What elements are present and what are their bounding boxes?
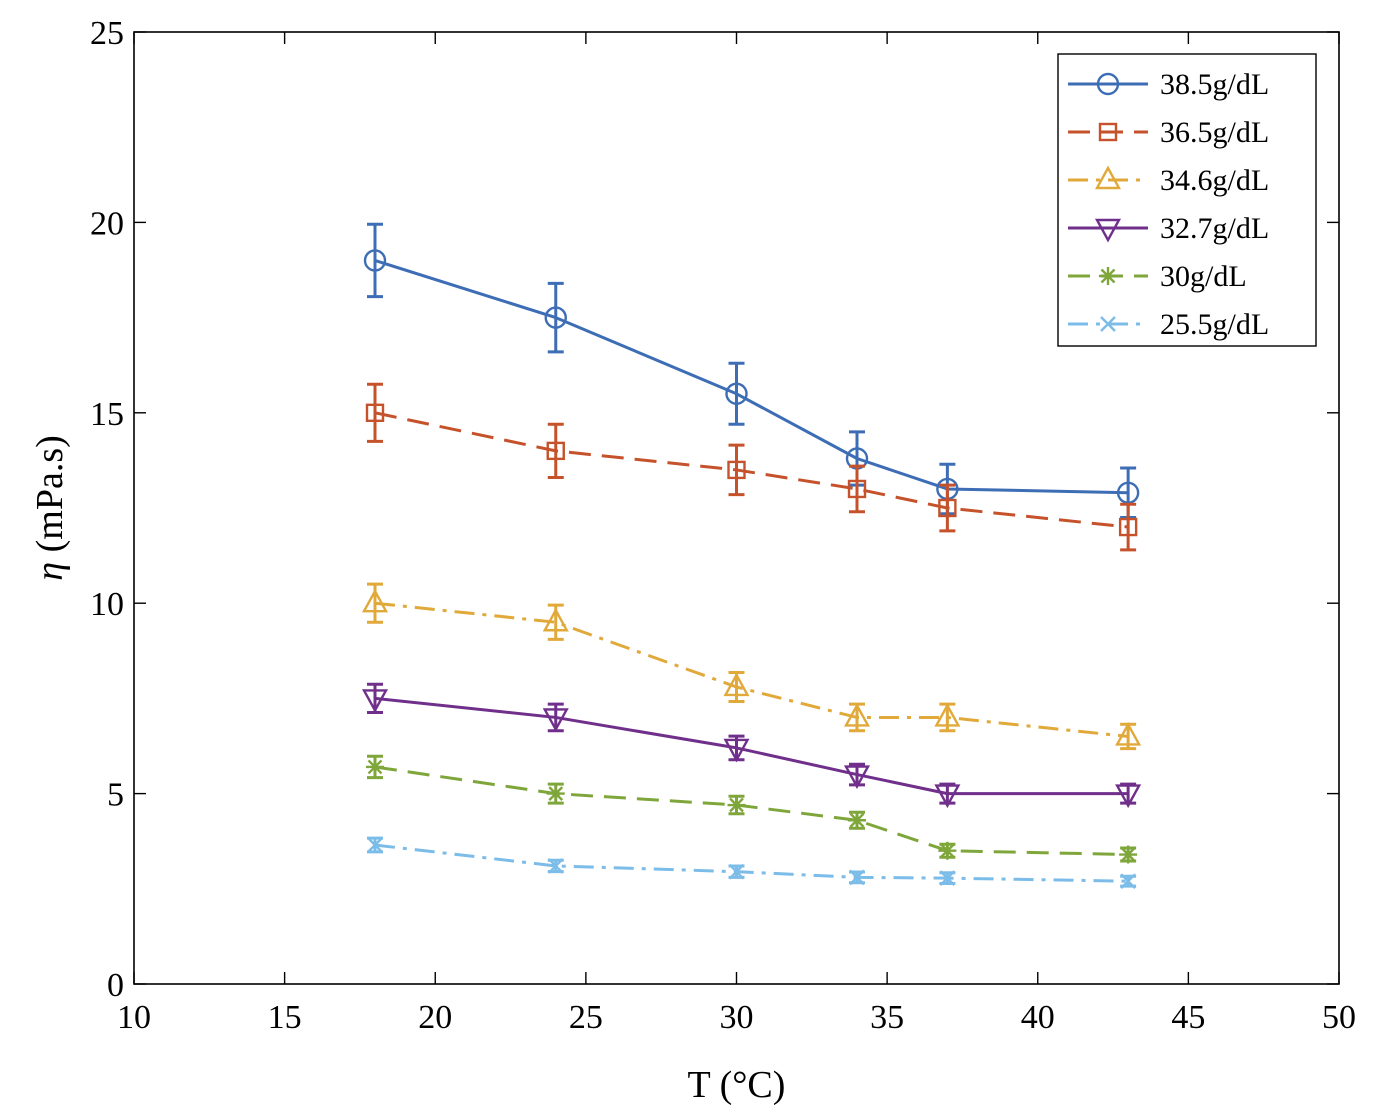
data-point: [1115, 784, 1142, 809]
data-point: [542, 708, 569, 732]
x-tick-label: 45: [1171, 999, 1205, 1036]
error-bar: [367, 222, 383, 299]
legend-marker: [1094, 218, 1122, 243]
error-bar: [367, 382, 383, 443]
data-point: [1120, 873, 1136, 890]
data-point: [1115, 721, 1142, 746]
legend-box: [1057, 53, 1317, 347]
y-axis-symbol: η: [29, 562, 71, 581]
data-point: [725, 382, 748, 405]
series-34.6g/dL: [361, 582, 1142, 751]
series-25.5g/dL: [367, 836, 1137, 890]
data-point: [546, 784, 565, 803]
series-line: [374, 259, 1129, 495]
legend: 38.5g/dL 36.5g/dL 34.6g/dL 32.7g/dL 30g/dL 25…: [1057, 53, 1317, 347]
data-point: [727, 460, 746, 480]
data-point: [723, 738, 750, 763]
error-bar: [849, 464, 865, 514]
x-axis-ticks: 10 15 20 25 30 35 40 45 50: [117, 32, 1356, 1036]
data-point: [847, 479, 867, 499]
data-point: [1118, 517, 1138, 537]
legend-marker: [1099, 267, 1117, 285]
y-axis-ticks: 0 5 10 15 20 25: [90, 15, 1339, 1004]
y-tick-label: 25: [90, 15, 124, 52]
data-point: [934, 702, 961, 727]
series-38.5g/dL: [363, 222, 1140, 520]
legend-label: 25.5g/dL: [1160, 308, 1269, 341]
data-point: [938, 841, 957, 860]
data-point: [542, 607, 569, 632]
error-bar: [939, 483, 956, 533]
y-tick-label: 15: [90, 396, 124, 433]
legend-label: 32.7g/dL: [1160, 212, 1269, 245]
data-point: [361, 588, 389, 613]
x-tick-label: 15: [268, 999, 302, 1036]
data-point: [727, 796, 746, 815]
legend-label: 36.5g/dL: [1160, 116, 1269, 149]
error-bar: [728, 443, 745, 497]
data-point: [547, 858, 564, 874]
x-tick-label: 50: [1322, 999, 1356, 1036]
legend-label: 34.6g/dL: [1160, 164, 1269, 197]
x-tick-label: 10: [117, 999, 151, 1036]
y-tick-label: 5: [107, 777, 124, 814]
series-layer: [361, 222, 1142, 890]
y-tick-label: 0: [107, 967, 124, 1004]
error-bar: [728, 361, 745, 426]
series-line: [374, 411, 1129, 529]
data-point: [849, 869, 865, 886]
series-36.5g/dL: [365, 382, 1138, 552]
data-point: [723, 672, 750, 697]
error-bar: [547, 281, 564, 354]
y-axis-label: η (mPa.s): [29, 435, 71, 581]
legend-marker: [1100, 316, 1116, 332]
x-tick-label: 25: [569, 999, 603, 1036]
y-tick-label: 10: [90, 586, 124, 623]
data-point: [365, 403, 385, 422]
data-point: [366, 757, 384, 776]
error-bar: [547, 422, 564, 480]
y-axis-unit: (mPa.s): [29, 435, 71, 552]
error-bar: [1120, 502, 1137, 552]
series-30g/dL: [366, 754, 1138, 864]
data-point: [939, 870, 956, 886]
data-point: [728, 863, 745, 880]
data-point: [843, 702, 871, 727]
series-line: [374, 843, 1129, 883]
x-tick-label: 20: [418, 999, 452, 1036]
x-tick-label: 40: [1021, 999, 1055, 1036]
data-point: [361, 689, 389, 713]
data-point: [546, 441, 565, 461]
series-line: [374, 601, 1129, 738]
data-point: [934, 784, 961, 809]
series-32.7g/dL: [361, 682, 1142, 809]
legend-label: 38.5g/dL: [1160, 68, 1269, 101]
data-point: [1119, 845, 1138, 864]
legend-marker: [1098, 122, 1118, 142]
legend-marker: [1094, 165, 1122, 190]
x-tick-label: 35: [870, 999, 904, 1036]
data-point: [848, 811, 866, 830]
x-tick-label: 30: [720, 999, 754, 1036]
data-point: [843, 765, 871, 790]
legend-marker: [1096, 72, 1120, 96]
data-point: [363, 249, 387, 272]
data-point: [544, 306, 567, 329]
data-point: [938, 498, 957, 518]
y-tick-label: 20: [90, 205, 124, 242]
series-line: [374, 765, 1129, 857]
data-point: [367, 837, 383, 853]
series-line: [374, 696, 1129, 796]
x-axis-label: T (°C): [688, 1064, 786, 1106]
legend-label: 30g/dL: [1160, 260, 1247, 293]
